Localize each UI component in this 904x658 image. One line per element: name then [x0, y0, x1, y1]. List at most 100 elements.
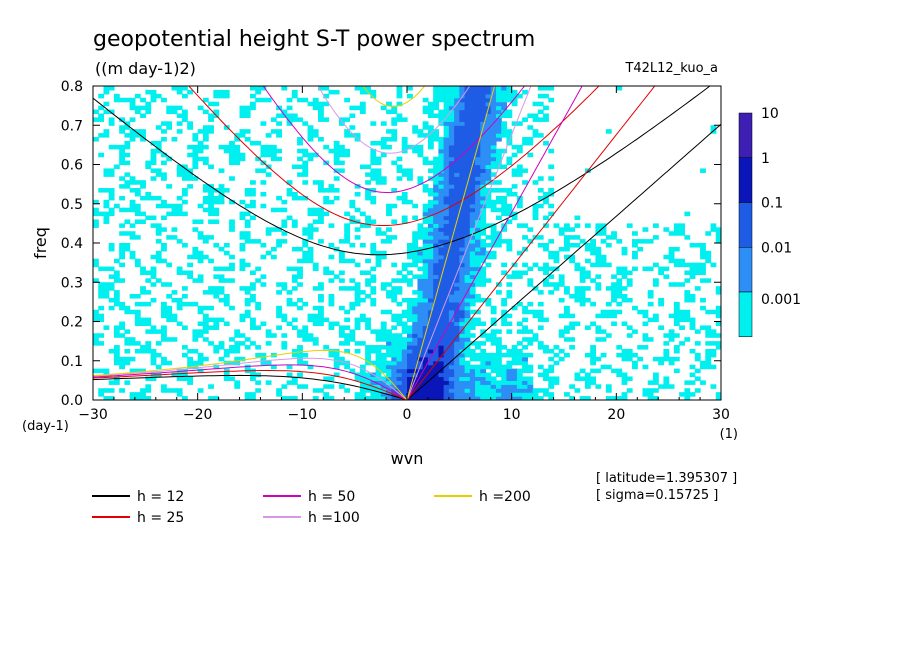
power-cell [448, 89, 455, 95]
power-cell [281, 199, 288, 205]
power-cell [93, 137, 99, 142]
power-cell [380, 364, 387, 370]
power-cell [459, 333, 466, 338]
power-cell [506, 290, 513, 295]
power-cell [454, 282, 460, 287]
power-cell [401, 266, 408, 272]
power-cell [370, 348, 377, 354]
power-cell [354, 317, 361, 323]
x-tick-label: −10 [288, 407, 318, 423]
power-cell [495, 89, 502, 95]
power-cell [684, 235, 691, 240]
power-cell [286, 188, 293, 193]
power-cell [475, 191, 481, 197]
power-cell [407, 325, 413, 330]
power-cell [448, 372, 455, 378]
power-cell [443, 188, 450, 193]
power-cell [464, 140, 471, 146]
power-cell [490, 360, 497, 366]
power-cell [307, 223, 314, 228]
power-cell [490, 129, 497, 134]
power-cell [427, 348, 434, 354]
power-cell [401, 140, 408, 146]
power-cell [522, 368, 528, 374]
power-cell [155, 140, 162, 146]
power-cell [187, 184, 194, 189]
power-cell [422, 235, 429, 240]
power-cell [485, 160, 492, 166]
power-cell [427, 199, 434, 205]
power-cell [187, 274, 194, 279]
power-cell [621, 380, 628, 385]
power-cell [145, 195, 152, 201]
power-cell [684, 396, 691, 400]
power-cell [584, 372, 591, 378]
power-cell [490, 368, 497, 374]
power-cell [490, 396, 497, 400]
power-cell [448, 235, 455, 240]
power-cell [386, 360, 392, 366]
power-cell [192, 329, 199, 334]
power-cell [417, 278, 424, 283]
power-cell [480, 191, 487, 197]
power-cell [176, 372, 183, 378]
power-cell [286, 396, 293, 400]
power-cell [349, 215, 356, 221]
power-cell [501, 207, 508, 213]
power-cell [323, 211, 330, 217]
power-cell [260, 144, 267, 150]
power-cell [239, 133, 246, 138]
power-cell [286, 297, 293, 303]
power-cell [161, 246, 167, 252]
power-cell [438, 368, 445, 374]
power-cell [333, 360, 340, 366]
power-cell [480, 372, 487, 378]
power-cell [129, 137, 136, 142]
power-cell [380, 360, 387, 366]
power-cell [349, 368, 356, 374]
power-cell [448, 278, 455, 283]
power-cell [438, 184, 445, 189]
power-cell [475, 140, 481, 146]
power-cell [459, 191, 466, 197]
power-cell [365, 180, 371, 185]
power-cell [459, 227, 466, 232]
power-cell [197, 105, 204, 111]
power-cell [359, 164, 366, 170]
power-cell [234, 348, 241, 354]
power-cell [213, 286, 220, 291]
power-cell [93, 333, 99, 338]
colorbar-label: 1 [761, 151, 770, 167]
power-cell [150, 176, 157, 181]
power-cell [537, 388, 544, 393]
power-cell [338, 384, 345, 389]
power-cell [422, 305, 429, 311]
power-cell [443, 203, 450, 209]
power-cell [108, 195, 115, 201]
power-cell [443, 384, 450, 389]
power-cell [464, 266, 471, 272]
power-cell [469, 290, 476, 295]
power-cell [113, 301, 120, 307]
power-cell [401, 348, 408, 354]
power-cell [213, 345, 220, 350]
power-cell [297, 372, 303, 378]
power-cell [260, 121, 267, 126]
power-cell [396, 333, 403, 338]
power-cell [522, 360, 528, 366]
power-cell [150, 168, 157, 173]
power-cell [417, 246, 424, 252]
power-cell [480, 121, 487, 126]
power-cell [422, 243, 429, 248]
power-cell [443, 250, 450, 256]
power-cell [113, 274, 120, 279]
power-cell [291, 301, 298, 307]
power-cell [443, 317, 450, 323]
power-cell [590, 278, 596, 283]
power-cell [375, 368, 382, 374]
power-cell [480, 258, 487, 264]
power-cell [427, 109, 434, 115]
power-cell [443, 152, 450, 158]
power-cell [600, 309, 607, 315]
power-cell [511, 101, 518, 107]
